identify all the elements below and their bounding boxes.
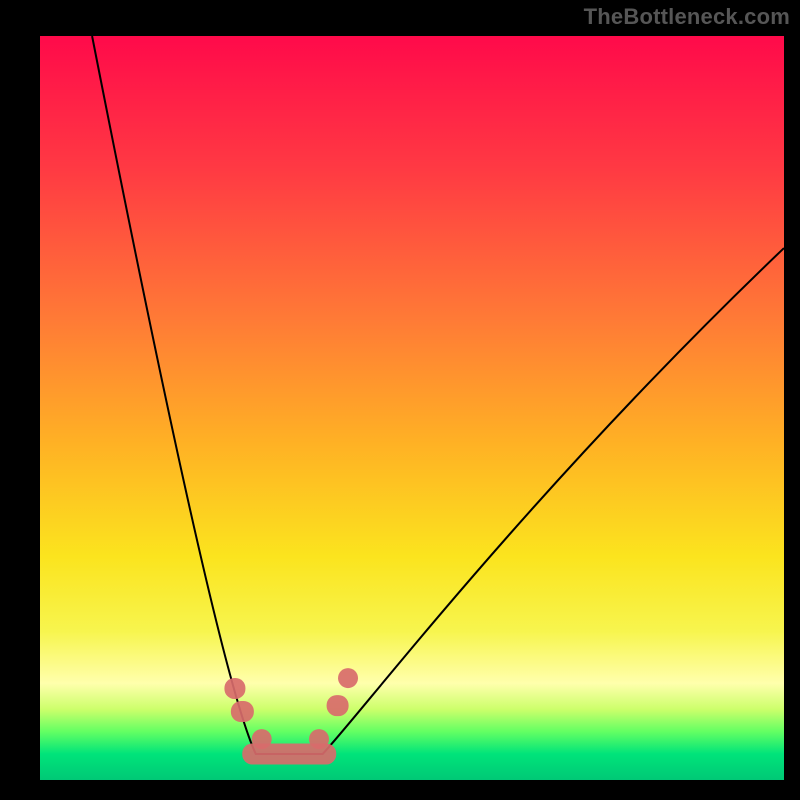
plot-area [40,36,784,780]
marker-pill [242,743,336,764]
marker-dot [338,668,358,688]
marker-pill [224,678,245,699]
stage: TheBottleneck.com [0,0,800,800]
marker-pill [231,701,254,722]
plot-svg [0,0,800,800]
marker-pill [327,695,349,716]
watermark-text: TheBottleneck.com [584,4,790,30]
gradient-background [40,36,784,780]
